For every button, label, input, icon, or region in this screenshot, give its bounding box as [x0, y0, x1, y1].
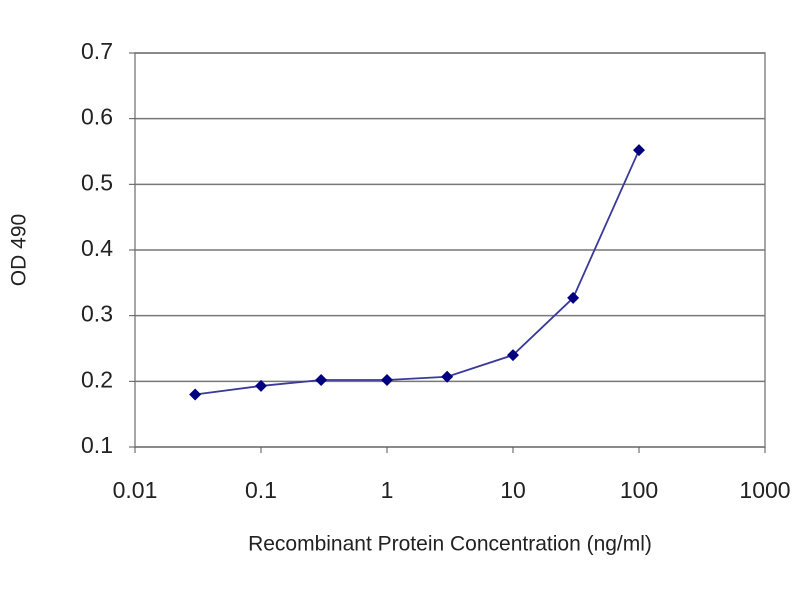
data-point	[381, 374, 393, 387]
data-point	[633, 144, 645, 157]
y-tick-label: 0.3	[81, 301, 113, 327]
x-tick-label: 0.1	[245, 477, 277, 503]
y-tick-label: 0.1	[81, 432, 113, 458]
x-tick-label: 10	[500, 477, 526, 503]
y-tick-label: 0.4	[81, 235, 113, 261]
y-axis-label: OD 490	[8, 214, 31, 286]
y-tick-label: 0.6	[81, 104, 113, 130]
data-point	[255, 379, 267, 392]
data-point	[315, 374, 328, 387]
y-tick-label: 0.7	[81, 38, 113, 64]
data-point	[567, 291, 580, 304]
data-line	[195, 149, 640, 396]
data-point	[441, 370, 454, 383]
x-tick-label: 100	[620, 477, 658, 503]
y-tick-label: 0.5	[81, 169, 113, 195]
x-tick-label: 1000	[739, 477, 790, 503]
y-tick-label: 0.2	[81, 366, 113, 392]
data-point	[189, 388, 202, 401]
x-tick-label: 1	[381, 477, 394, 503]
data-point	[507, 349, 519, 362]
x-tick-label: 0.01	[113, 477, 158, 503]
x-axis-label: Recombinant Protein Concentration (ng/ml…	[248, 533, 652, 556]
